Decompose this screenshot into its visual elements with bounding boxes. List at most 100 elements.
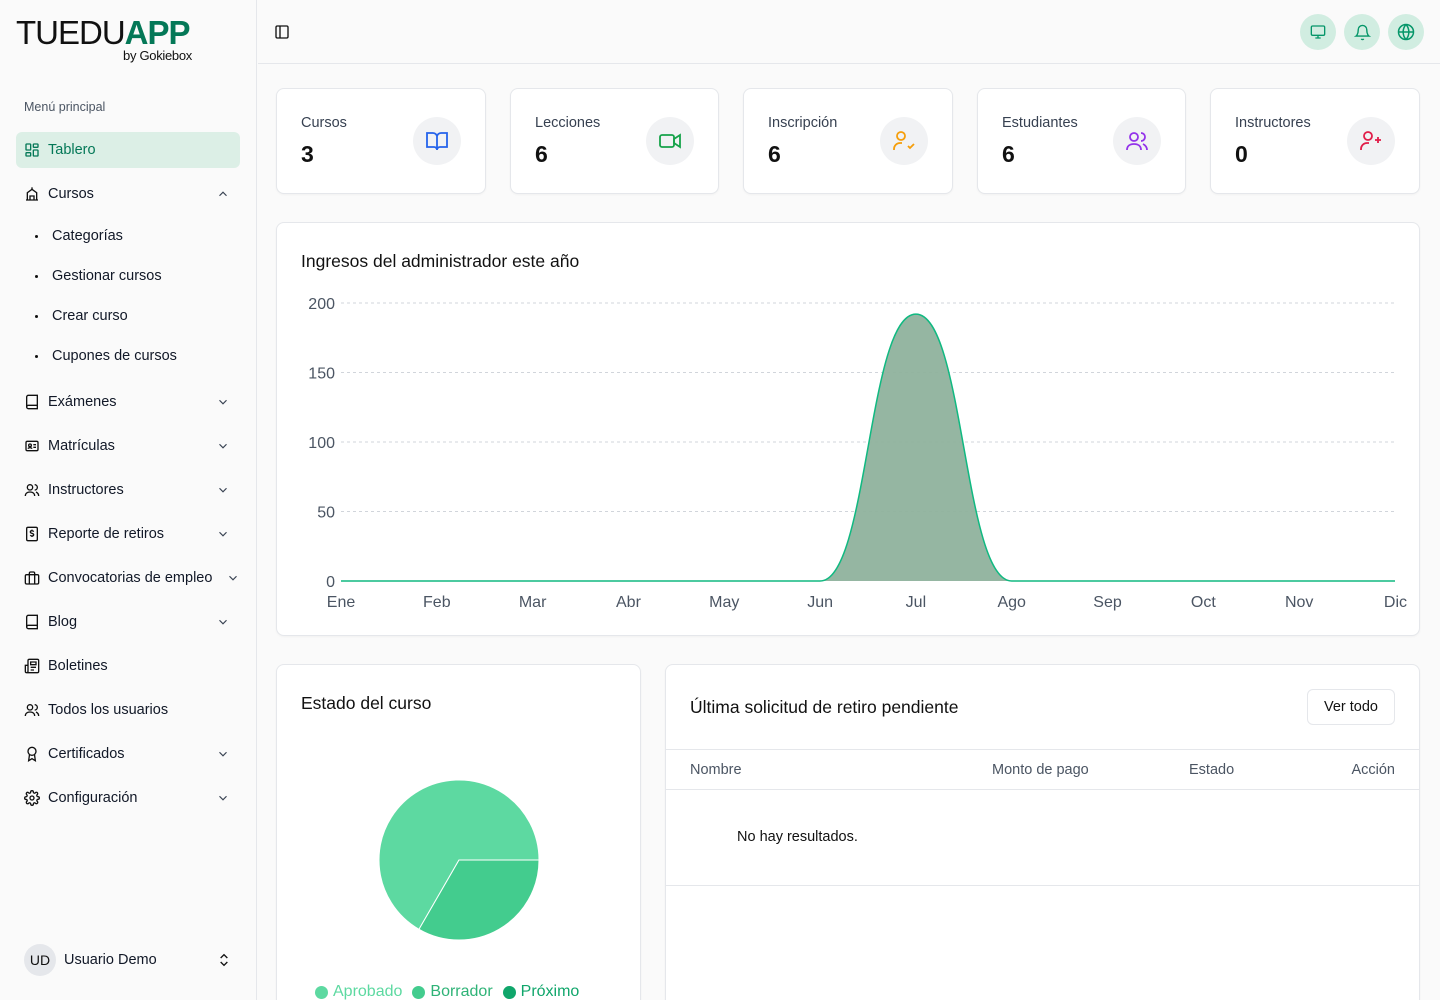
stat-card-instructores: Instructores 0 (1210, 88, 1420, 194)
sidebar-item-certificados[interactable]: Certificados (16, 736, 240, 772)
column-header-accion[interactable]: Acción (1351, 762, 1395, 778)
y-tick-label: 0 (326, 574, 335, 591)
logo-text-light: TUEDU (16, 14, 126, 51)
sidebar-item-examenes[interactable]: Exámenes (16, 384, 240, 420)
sidebar-toggle-icon[interactable] (274, 24, 290, 40)
sidebar-item-label: Certificados (48, 746, 125, 762)
sidebar-subitem-cupones[interactable]: Cupones de cursos (16, 336, 240, 376)
stat-card-estudiantes: Estudiantes 6 (977, 88, 1186, 194)
sidebar-item-blog[interactable]: Blog (16, 604, 240, 640)
stat-card-cursos: Cursos 3 (276, 88, 486, 194)
legend-item-proximo[interactable]: Próximo (502, 983, 579, 1000)
sidebar-item-label: Reporte de retiros (48, 526, 165, 542)
empty-state: No hay resultados. (737, 829, 858, 845)
sidebar-item-tablero[interactable]: Tablero (16, 132, 240, 168)
sidebar-item-todos-usuarios[interactable]: Todos los usuarios (16, 692, 240, 728)
stat-label: Instructores (1235, 115, 1311, 131)
sidebar-item-instructores[interactable]: Instructores (16, 472, 240, 508)
legend-dot (502, 985, 516, 999)
app-logo[interactable]: TUEDU APP by Gokiebox (16, 16, 206, 66)
withdrawals-title: Última solicitud de retiro pendiente (690, 697, 959, 717)
user-menu[interactable]: UD Usuario Demo (24, 944, 240, 976)
sidebar-subitem-crear-curso[interactable]: Crear curso (16, 296, 240, 336)
course-status-card: Estado del curso Aprobado Borrador Próxi… (276, 664, 641, 1000)
y-tick-label: 50 (317, 505, 335, 522)
monitor-button[interactable] (1300, 14, 1336, 50)
revenue-chart: 0 50 100 150 200 Ene Feb Mar Abr May Jun Jul Ago Sep O… (308, 296, 1407, 611)
sidebar-item-label: Matrículas (48, 438, 115, 454)
users-icon (24, 702, 40, 718)
chevron-down-icon (219, 399, 227, 405)
stat-card-lecciones: Lecciones 6 (510, 88, 719, 194)
logo-text-bold: APP (124, 14, 191, 51)
revenue-card: Ingresos del administrador este año 0 50 1… (276, 222, 1420, 636)
x-tick-label: Abr (616, 594, 642, 611)
y-tick-label: 150 (308, 366, 335, 383)
users-icon (1126, 132, 1148, 151)
chevrons-up-down-icon (220, 953, 228, 967)
view-all-button[interactable]: Ver todo (1306, 689, 1395, 725)
dashboard-icon (24, 142, 40, 158)
stat-icon-wrap (1113, 117, 1161, 165)
language-button[interactable] (1388, 14, 1424, 50)
sidebar-subitem-gestionar-cursos[interactable]: Gestionar cursos (16, 256, 240, 296)
stat-label: Estudiantes (1002, 115, 1078, 131)
gear-icon (24, 790, 40, 806)
avatar: UD (24, 944, 56, 976)
chevron-down-icon (219, 531, 227, 537)
pie-slice-aprobado[interactable] (378, 779, 540, 930)
x-tick-label: Ene (327, 594, 356, 611)
revenue-line (341, 313, 1395, 582)
sidebar-item-matriculas[interactable]: Matrículas (16, 428, 240, 464)
school-icon (24, 186, 40, 202)
sidebar: TUEDU APP by Gokiebox Menú principal Tab… (0, 0, 257, 1000)
book-icon (24, 614, 40, 630)
sidebar-item-configuracion[interactable]: Configuración (16, 780, 240, 816)
monitor-icon (1310, 25, 1326, 39)
sidebar-subitem-categorias[interactable]: Categorías (16, 216, 240, 256)
x-tick-label: Sep (1093, 594, 1122, 611)
cursos-submenu: Categorías Gestionar cursos Crear curso … (16, 216, 240, 376)
column-header-nombre[interactable]: Nombre (690, 762, 742, 778)
column-header-monto[interactable]: Monto de pago (992, 762, 1089, 778)
stat-value: 6 (535, 141, 548, 167)
dollar-file-icon (24, 526, 40, 542)
pie-slice-borrador[interactable] (418, 859, 540, 941)
table-divider (666, 885, 1419, 886)
top-bar (258, 0, 1440, 64)
x-tick-label: Nov (1285, 594, 1313, 611)
stat-label: Inscripción (768, 115, 838, 131)
stat-icon-wrap (646, 117, 694, 165)
sidebar-item-label: Boletines (48, 658, 108, 674)
legend-label: Aprobado (333, 983, 403, 1000)
stat-value: 0 (1235, 141, 1248, 167)
y-tick-label: 200 (308, 296, 335, 313)
stat-card-inscripcion: Inscripción 6 (743, 88, 953, 194)
sidebar-item-label: Cursos (48, 186, 94, 202)
column-header-estado[interactable]: Estado (1189, 762, 1235, 778)
sidebar-item-label: Tablero (48, 142, 96, 158)
chevron-down-icon (229, 575, 237, 581)
legend-dot (412, 985, 426, 999)
x-tick-label: Jun (807, 594, 833, 611)
book-icon (24, 394, 40, 410)
sidebar-nav: Tablero Cursos Categorías Gestionar curs… (16, 132, 240, 824)
stat-icon-wrap (1347, 117, 1395, 165)
x-tick-label: Ago (997, 594, 1026, 611)
stat-value: 3 (301, 141, 314, 167)
x-tick-label: May (709, 594, 739, 611)
sidebar-item-reporte-retiros[interactable]: Reporte de retiros (16, 516, 240, 552)
legend-item-borrador[interactable]: Borrador (412, 983, 493, 1000)
globe-icon (1397, 23, 1415, 41)
revenue-title: Ingresos del administrador este año (301, 251, 580, 271)
legend-item-aprobado[interactable]: Aprobado (315, 983, 402, 1000)
x-tick-label: Jul (906, 594, 926, 611)
sidebar-item-boletines[interactable]: Boletines (16, 648, 240, 684)
sidebar-item-cursos[interactable]: Cursos (16, 176, 240, 212)
sidebar-item-label: Configuración (48, 790, 138, 806)
sidebar-item-label: Todos los usuarios (48, 702, 169, 718)
notifications-button[interactable] (1344, 14, 1380, 50)
sidebar-item-label: Blog (48, 614, 78, 630)
newspaper-icon (24, 658, 40, 674)
sidebar-item-convocatorias[interactable]: Convocatorias de empleo (16, 560, 240, 596)
